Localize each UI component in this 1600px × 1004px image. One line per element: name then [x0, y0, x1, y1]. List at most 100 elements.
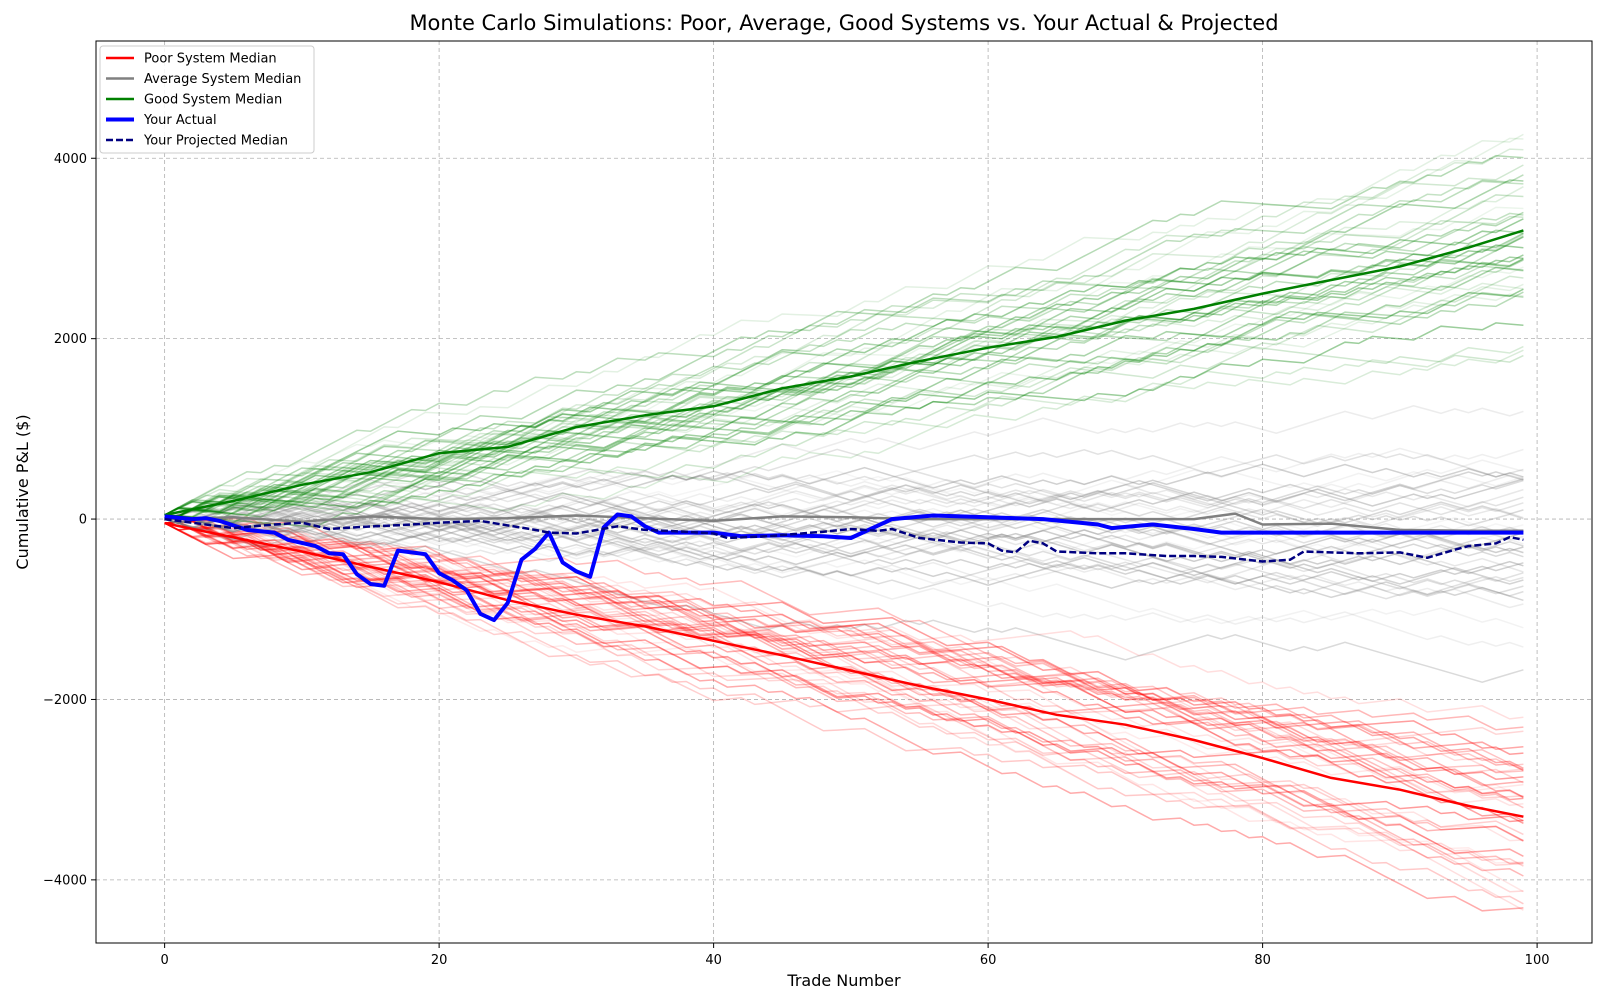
simulation-path-poor [164, 521, 1524, 774]
simulation-path-average [164, 469, 1524, 520]
legend-label: Average System Median [144, 72, 301, 87]
simulation-path-good [164, 137, 1524, 518]
simulation-path-good [164, 194, 1524, 516]
simulation-path-good [164, 349, 1524, 516]
legend-label: Good System Median [144, 93, 282, 108]
simulation-path-poor [164, 522, 1524, 836]
simulation-path-poor [164, 521, 1524, 864]
simulation-path-poor [164, 521, 1524, 866]
simulation-path-poor [164, 521, 1524, 893]
simulation-path-good [164, 266, 1524, 516]
simulation-paths [164, 133, 1524, 912]
simulation-path-good [164, 291, 1524, 517]
simulation-path-good [164, 186, 1524, 516]
simulation-path-good [164, 133, 1524, 516]
x-tick-label: 80 [1254, 953, 1271, 968]
simulation-path-average [164, 514, 1524, 597]
simulation-path-average [164, 501, 1524, 545]
simulation-path-average [164, 478, 1524, 543]
simulation-path-good [164, 342, 1524, 521]
series-line-your-actual [164, 512, 1524, 623]
simulation-path-good [164, 235, 1524, 517]
simulation-path-average [164, 509, 1524, 552]
simulation-path-good [164, 275, 1524, 518]
simulation-path-poor [164, 519, 1524, 772]
simulation-path-good [164, 293, 1524, 516]
x-axis-label: Trade Number [786, 971, 901, 990]
simulation-path-average [164, 470, 1524, 550]
simulation-path-poor [164, 521, 1524, 911]
x-tick-label: 100 [1525, 953, 1550, 968]
simulation-path-poor [164, 520, 1524, 823]
series-line-average-system-median [164, 512, 1524, 533]
simulation-path-average [164, 518, 1524, 589]
legend-box [99, 45, 315, 154]
simulation-path-good [164, 206, 1524, 516]
simulation-path-poor [164, 518, 1524, 867]
simulation-path-poor [164, 520, 1524, 720]
simulation-path-average [164, 479, 1524, 541]
simulation-path-poor [164, 520, 1524, 809]
legend: Poor System Median Average System Median G… [99, 45, 315, 154]
simulation-path-good [164, 266, 1524, 516]
simulation-path-average [164, 503, 1524, 589]
simulation-path-average [164, 504, 1524, 629]
simulation-path-average [164, 483, 1524, 523]
simulation-path-average [164, 480, 1524, 524]
simulation-path-poor [164, 522, 1524, 731]
chart-title: Monte Carlo Simulations: Poor, Average, … [409, 11, 1278, 35]
simulation-path-good [164, 154, 1524, 517]
y-tick-label: 2000 [54, 332, 87, 347]
simulation-path-poor [164, 521, 1524, 798]
simulation-path-average [164, 492, 1524, 563]
legend-label: Your Projected Median [143, 134, 288, 149]
simulation-path-poor [164, 522, 1524, 769]
simulation-path-good [164, 283, 1524, 518]
simulation-path-average [164, 471, 1524, 532]
simulation-path-good [164, 258, 1524, 518]
simulation-path-poor [164, 522, 1524, 798]
simulation-path-good [164, 218, 1524, 518]
simulation-path-average [164, 518, 1524, 558]
series-line-your-projected-median [164, 517, 1524, 563]
simulation-path-average [164, 518, 1524, 584]
series-line-good-system-median [164, 229, 1524, 517]
simulation-path-good [164, 258, 1524, 516]
simulation-path-good [164, 174, 1524, 516]
simulation-path-poor [164, 522, 1524, 865]
simulation-path-good [164, 232, 1524, 528]
simulation-path-poor [164, 521, 1524, 799]
simulation-path-good [164, 282, 1524, 516]
y-tick-label: −2000 [43, 693, 87, 708]
legend-label: Your Actual [143, 113, 217, 128]
simulation-path-average [164, 514, 1524, 575]
simulation-path-poor [164, 520, 1524, 842]
x-tick-label: 20 [431, 953, 448, 968]
simulation-path-good [164, 236, 1524, 521]
simulation-path-average [164, 448, 1524, 520]
simulation-path-poor [164, 522, 1524, 755]
simulation-path-poor [164, 520, 1524, 807]
simulation-path-poor [164, 521, 1524, 771]
simulation-path-poor [164, 521, 1524, 877]
grid-lines [96, 41, 1592, 943]
simulation-path-good [164, 212, 1524, 516]
simulation-path-good [164, 244, 1524, 516]
simulation-path-average [164, 518, 1524, 648]
simulation-path-good [164, 257, 1524, 518]
y-tick-label: 4000 [54, 152, 87, 167]
y-tick-label: 0 [79, 513, 87, 528]
y-axis-label: Cumulative P&L ($) [13, 414, 32, 569]
simulation-path-poor [164, 522, 1524, 767]
simulation-path-good [164, 215, 1524, 518]
simulation-path-average [164, 449, 1524, 525]
simulation-path-poor [164, 521, 1524, 842]
simulation-path-poor [164, 520, 1524, 780]
simulation-path-good [164, 322, 1524, 517]
simulation-path-average [164, 459, 1524, 544]
simulation-path-average [164, 447, 1524, 524]
simulation-path-average [164, 518, 1524, 566]
plot-frame [95, 40, 1593, 944]
simulation-path-average [164, 463, 1524, 524]
